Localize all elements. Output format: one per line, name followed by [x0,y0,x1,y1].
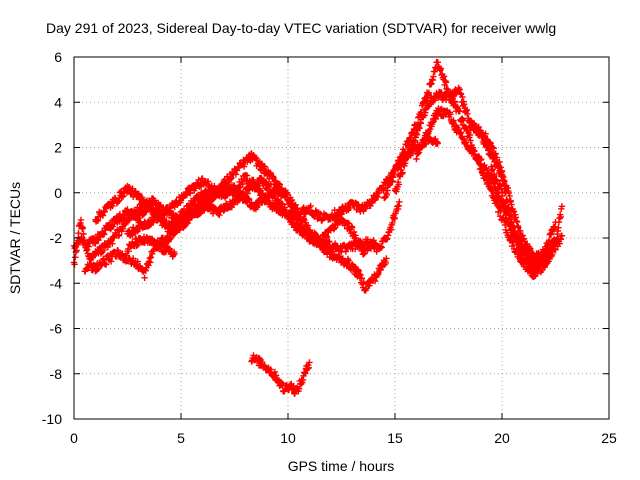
data-point-markers [391,84,559,267]
series-track-6 [124,233,178,260]
y-tick-label: -6 [50,321,63,337]
data-point-markers [248,352,313,397]
y-tick-label: -10 [42,411,62,427]
data-point-markers [124,233,178,260]
series-track-8 [391,84,559,267]
y-tick-label: 6 [54,49,62,65]
series-track-12 [248,352,313,397]
chart-title: Day 291 of 2023, Sidereal Day-to-day VTE… [46,20,556,36]
data-point-markers [124,175,238,239]
data-marks [70,59,566,397]
x-tick-label: 20 [494,430,510,446]
y-tick-label: -2 [50,230,63,246]
y-tick-label: 2 [54,140,62,156]
y-tick-label: -4 [50,275,63,291]
grid-lines [74,57,609,419]
y-tick-labels: -10 -8 -6 -4 -2 0 2 4 6 [42,49,62,427]
series-track-7 [381,59,566,280]
axis-ticks [73,56,610,420]
x-tick-label: 5 [177,430,185,446]
series-track-11 [488,163,548,274]
x-axis-title: GPS time / hours [288,458,395,474]
data-point-markers [381,59,566,280]
x-tick-label: 0 [70,430,78,446]
y-axis-title: SDTVAR / TECUs [7,182,23,294]
y-tick-label: -8 [50,366,63,382]
x-tick-label: 15 [387,430,403,446]
data-point-markers [488,163,548,274]
series-track-5 [124,175,238,239]
x-tick-label: 25 [601,430,617,446]
y-tick-label: 4 [54,94,62,110]
series-track-10 [466,119,559,265]
x-tick-label: 10 [280,430,296,446]
data-point-markers [466,119,559,265]
y-tick-label: 0 [54,185,62,201]
x-tick-labels: 0 5 10 15 20 25 [70,430,617,446]
